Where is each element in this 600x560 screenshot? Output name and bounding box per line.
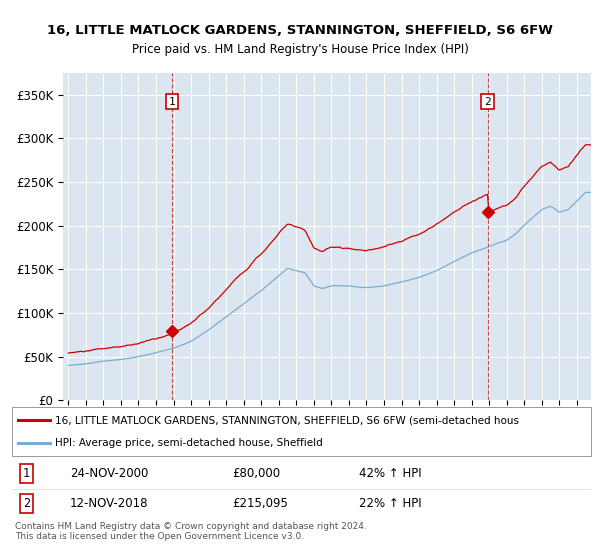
Text: Contains HM Land Registry data © Crown copyright and database right 2024.
This d: Contains HM Land Registry data © Crown c… (15, 522, 367, 542)
Text: HPI: Average price, semi-detached house, Sheffield: HPI: Average price, semi-detached house,… (55, 438, 323, 448)
Text: 2: 2 (484, 97, 491, 106)
Text: 42% ↑ HPI: 42% ↑ HPI (359, 468, 422, 480)
Text: 16, LITTLE MATLOCK GARDENS, STANNINGTON, SHEFFIELD, S6 6FW: 16, LITTLE MATLOCK GARDENS, STANNINGTON,… (47, 24, 553, 38)
Text: 1: 1 (23, 468, 30, 480)
Text: 16, LITTLE MATLOCK GARDENS, STANNINGTON, SHEFFIELD, S6 6FW (semi-detached hous: 16, LITTLE MATLOCK GARDENS, STANNINGTON,… (55, 416, 520, 426)
Text: 1: 1 (169, 97, 175, 106)
Text: £215,095: £215,095 (232, 497, 288, 510)
Text: 24-NOV-2000: 24-NOV-2000 (70, 468, 148, 480)
Text: Price paid vs. HM Land Registry's House Price Index (HPI): Price paid vs. HM Land Registry's House … (131, 43, 469, 56)
Text: 2: 2 (23, 497, 30, 510)
Text: 22% ↑ HPI: 22% ↑ HPI (359, 497, 422, 510)
Text: 12-NOV-2018: 12-NOV-2018 (70, 497, 148, 510)
Text: £80,000: £80,000 (232, 468, 280, 480)
